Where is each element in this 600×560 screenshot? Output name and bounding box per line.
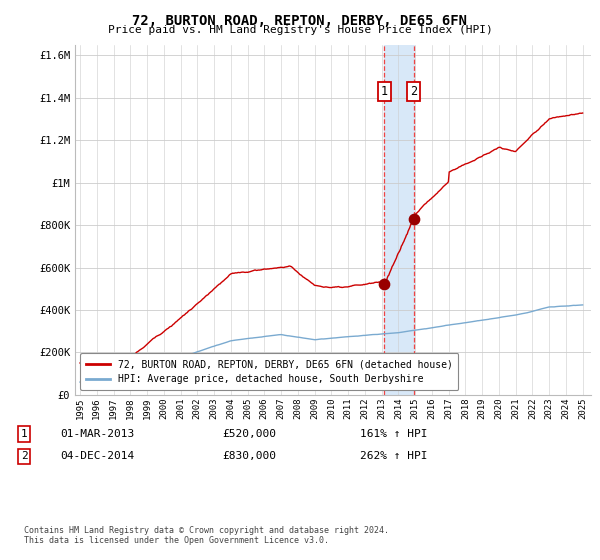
Text: 2: 2 [20,451,28,461]
Point [380,280,389,289]
Text: 1: 1 [381,85,388,98]
Text: 2: 2 [410,85,418,98]
Legend: 72, BURTON ROAD, REPTON, DERBY, DE65 6FN (detached house), HPI: Average price, d: 72, BURTON ROAD, REPTON, DERBY, DE65 6FN… [80,353,458,390]
Text: 04-DEC-2014: 04-DEC-2014 [60,451,134,461]
Text: 72, BURTON ROAD, REPTON, DERBY, DE65 6FN: 72, BURTON ROAD, REPTON, DERBY, DE65 6FN [133,14,467,28]
Bar [385,45,414,395]
Text: 161% ↑ HPI: 161% ↑ HPI [360,429,427,439]
Text: £520,000: £520,000 [222,429,276,439]
Text: 262% ↑ HPI: 262% ↑ HPI [360,451,427,461]
Text: 1: 1 [20,429,28,439]
Text: Price paid vs. HM Land Registry's House Price Index (HPI): Price paid vs. HM Land Registry's House … [107,25,493,35]
Text: This data is licensed under the Open Government Licence v3.0.: This data is licensed under the Open Gov… [24,536,329,545]
Text: £830,000: £830,000 [222,451,276,461]
Text: 01-MAR-2013: 01-MAR-2013 [60,429,134,439]
Point [409,214,419,223]
Text: Contains HM Land Registry data © Crown copyright and database right 2024.: Contains HM Land Registry data © Crown c… [24,526,389,535]
